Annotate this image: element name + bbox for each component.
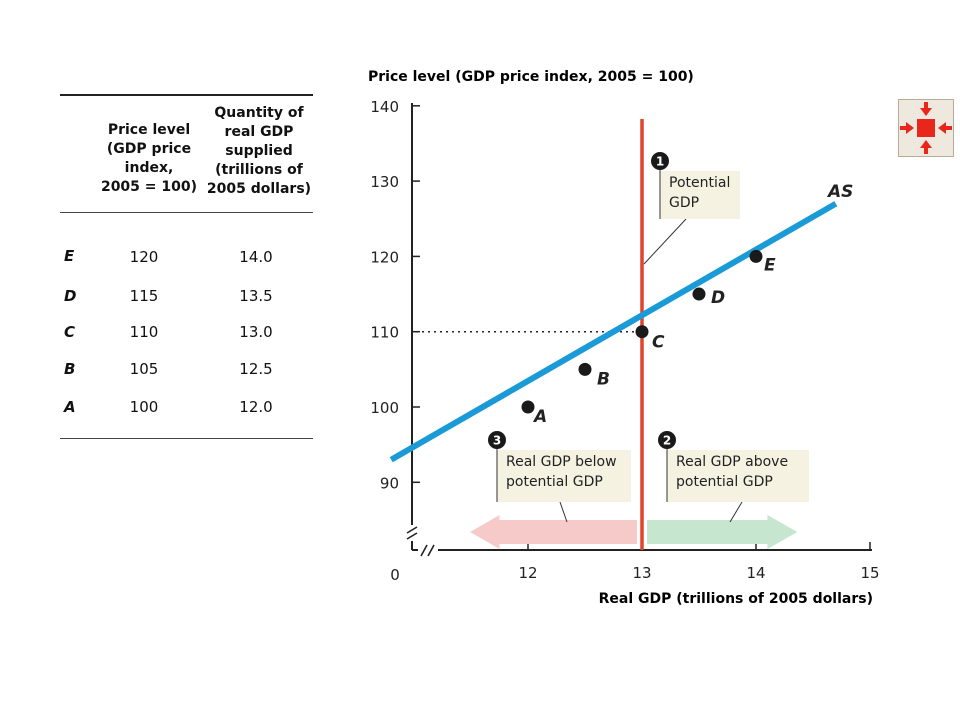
callout-3: 3 Real GDP below potential GDP [488,431,631,523]
callouts: 1 Potential GDP 2 Real GDP above potential GD… [488,152,809,523]
x-tick-label-14: 14 [746,564,765,582]
callout-2: 2 Real GDP above potential GDP [658,431,809,523]
callout-box [497,450,631,502]
origin-label: 0 [390,566,400,584]
callout-number: 2 [663,434,671,448]
callout-text-line: potential GDP [506,474,603,490]
point-label-B: B [597,369,610,389]
y-tick-label-100: 100 [370,399,399,417]
callout-number: 3 [493,434,501,448]
x-tick-label-12: 12 [518,564,537,582]
direction-arrows [470,515,798,549]
as-curve [389,201,838,463]
collapse-arrows-icon [900,102,952,154]
point-A [521,400,535,414]
y-tick-label-110: 110 [370,324,399,342]
callout-leader [729,501,743,523]
quantity-header: Quantity of real GDP supplied (trillions… [206,105,312,197]
callout-number-badge [488,431,506,449]
callout-text-line: potential GDP [676,474,773,490]
y-axis-break [406,526,418,540]
point-E [749,249,763,263]
point-B [578,362,592,376]
price-level-header: Price level (GDP price index, 2005 = 100… [100,122,198,195]
x-axis-break [420,544,435,557]
x-tick-label-13: 13 [632,564,651,582]
callout-text-line: Real GDP below [506,454,617,470]
callout-1: 1 Potential GDP [643,152,740,265]
point-label-A: A [532,407,547,427]
y-tick-label-140: 140 [370,98,399,116]
point-label-C: C [652,333,665,353]
callout-leader [559,501,568,523]
as-curve-label: AS [826,182,853,202]
table-bottom-rule [60,438,313,439]
callout-number: 1 [656,155,664,169]
callout-text-line: GDP [669,195,699,211]
y-tick-label-130: 130 [370,173,399,191]
callout-text-line: Real GDP above [676,454,788,470]
supply-schedule-table: Price level (GDP price index, 2005 = 100… [0,0,330,460]
callout-number-badge [651,152,669,170]
x-tick-label-15: 15 [860,564,879,582]
point-label-E: E [764,255,776,275]
callout-number-badge [658,431,676,449]
x-axis-title: Real GDP (trillions of 2005 dollars) [599,591,873,607]
table-header-rule [60,212,313,213]
y-tick-label-120: 120 [370,248,399,266]
callout-box [660,171,740,219]
y-axis-title: Price level (GDP price index, 2005 = 100… [368,69,694,85]
nav-button[interactable] [898,99,954,157]
y-tick-label-90: 90 [380,474,399,492]
right-arrow [647,515,798,549]
callout-leader [643,218,687,265]
table-top-rule [60,94,313,96]
as-curve-group: AS [389,182,853,463]
callout-text-line: Potential [669,175,730,191]
point-C [635,325,649,339]
point-D [692,287,706,301]
point-label-D: D [711,288,725,308]
points-group: A B C D E [521,249,776,427]
left-arrow [470,515,637,549]
callout-box [667,450,809,502]
